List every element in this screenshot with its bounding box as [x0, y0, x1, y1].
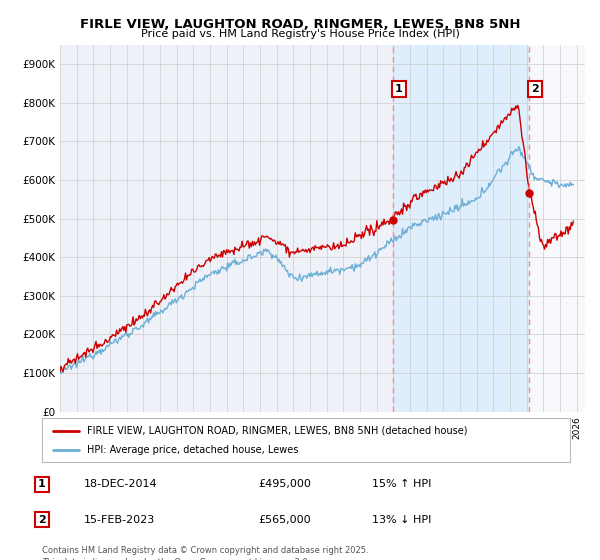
- Text: FIRLE VIEW, LAUGHTON ROAD, RINGMER, LEWES, BN8 5NH: FIRLE VIEW, LAUGHTON ROAD, RINGMER, LEWE…: [80, 18, 520, 31]
- Text: £565,000: £565,000: [258, 515, 311, 525]
- Bar: [392, 45, 529, 412]
- Text: 2: 2: [531, 84, 539, 94]
- Text: Price paid vs. HM Land Registry's House Price Index (HPI): Price paid vs. HM Land Registry's House …: [140, 29, 460, 39]
- Text: 18-DEC-2014: 18-DEC-2014: [84, 479, 158, 489]
- Text: FIRLE VIEW, LAUGHTON ROAD, RINGMER, LEWES, BN8 5NH (detached house): FIRLE VIEW, LAUGHTON ROAD, RINGMER, LEWE…: [87, 426, 467, 436]
- Text: 1: 1: [38, 479, 46, 489]
- Text: HPI: Average price, detached house, Lewes: HPI: Average price, detached house, Lewe…: [87, 445, 298, 455]
- Text: 2: 2: [38, 515, 46, 525]
- Text: 15-FEB-2023: 15-FEB-2023: [84, 515, 155, 525]
- Text: £495,000: £495,000: [258, 479, 311, 489]
- Bar: [529, 45, 585, 412]
- Text: 13% ↓ HPI: 13% ↓ HPI: [372, 515, 431, 525]
- Text: 1: 1: [395, 84, 403, 94]
- Text: Contains HM Land Registry data © Crown copyright and database right 2025.
This d: Contains HM Land Registry data © Crown c…: [42, 546, 368, 560]
- Text: 15% ↑ HPI: 15% ↑ HPI: [372, 479, 431, 489]
